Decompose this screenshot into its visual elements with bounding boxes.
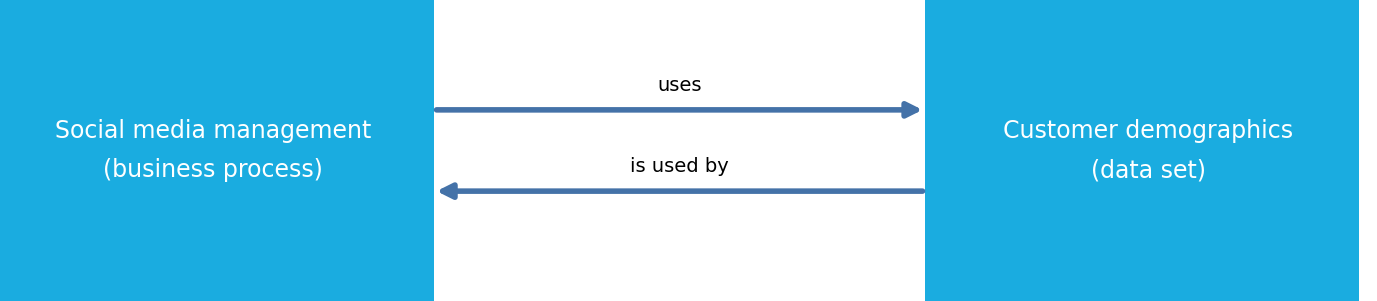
Bar bbox=[925, 0, 1359, 301]
Text: (business process): (business process) bbox=[103, 158, 324, 182]
Text: is used by: is used by bbox=[631, 157, 728, 176]
Text: Social media management: Social media management bbox=[55, 119, 372, 143]
Text: uses: uses bbox=[657, 76, 702, 95]
Text: (data set): (data set) bbox=[1091, 158, 1206, 182]
Bar bbox=[0, 0, 434, 301]
Text: Customer demographics: Customer demographics bbox=[1004, 119, 1293, 143]
